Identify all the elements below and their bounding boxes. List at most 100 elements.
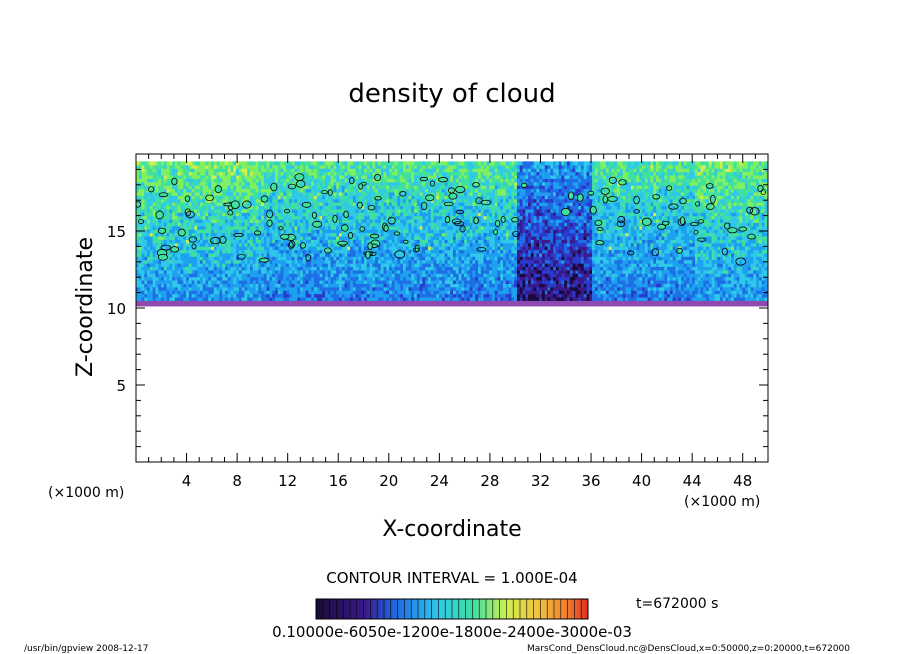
cloud-cell [191,212,195,217]
cloud-cell [211,229,215,234]
cloud-cell [391,178,396,183]
cloud-cell [252,164,257,169]
cloud-cell [425,185,429,190]
cloud-cell [180,164,184,169]
cloud-cell [238,296,243,301]
cloud-cell [144,222,148,227]
cloud-cell [194,164,198,169]
cloud-cell [361,205,365,210]
cloud-cell [355,181,360,186]
cloud-cell [450,266,454,271]
cloud-cell [144,185,148,190]
cloud-cell [458,266,462,271]
cloud-cell [352,256,357,261]
cloud-cell [202,235,207,240]
cloud-cell [288,252,293,257]
cloud-cell [361,222,365,227]
cloud-cell [244,235,248,240]
cloud-cell [325,205,329,210]
cloud-cell [280,239,284,244]
cloud-cell [375,174,379,179]
cloud-cell [250,293,254,298]
cloud-cell [163,164,168,169]
cloud-cell [233,290,237,295]
cloud-cell [372,276,376,281]
cloud-cell [427,232,432,237]
cloud-cell [247,286,251,291]
cloud-cell [469,235,474,240]
cloud-cell [161,273,165,278]
cloud-cell [408,181,412,186]
cloud-cell [291,208,296,213]
cloud-cell [258,164,262,169]
cloud-cell [461,259,465,264]
cloud-cell [453,290,457,295]
cloud-cell [338,208,343,213]
cloud-cell [216,174,221,179]
cloud-cell [149,256,154,261]
cloud-cell [330,276,335,281]
cloud-cell [439,290,443,295]
cloud-cell [261,263,265,268]
cloud-cell [272,178,276,183]
cloud-cell [252,218,257,223]
cloud-cell [277,286,282,291]
cloud-cell [322,283,326,288]
cloud-cell [244,242,248,247]
cloud-cell [366,263,371,268]
cloud-cell [222,205,226,210]
cloud-cell [191,191,195,196]
cloud-cell [461,229,465,234]
cloud-cell [136,235,140,240]
cloud-cell [389,212,393,217]
cloud-cell [469,286,474,291]
cloud-cell [286,279,290,284]
cloud-cell [275,242,279,247]
cloud-cell [197,191,201,196]
cloud-cell [327,225,332,230]
cloud-cell [180,178,184,183]
cloud-cell [161,232,165,237]
cloud-cell [188,191,193,196]
cloud-cell [147,208,151,213]
cloud-cell [372,195,376,200]
cloud-cell [364,225,368,230]
cloud-cell [188,198,193,203]
cloud-cell [272,249,276,254]
cloud-cell [166,256,170,261]
cloud-cell [222,232,226,237]
cloud-cell [408,215,412,220]
cloud-cell [338,266,343,271]
cloud-cell [241,266,246,271]
cloud-cell [466,283,471,288]
cloud-cell [286,263,290,268]
cloud-cell [369,273,373,278]
cloud-cell [352,198,357,203]
cloud-cell [174,188,179,193]
cloud-cell [364,256,368,261]
cloud-cell [441,266,446,271]
cloud-cell [352,286,357,291]
cloud-cell [261,242,265,247]
cloud-cell [194,208,198,213]
cloud-cell [208,293,212,298]
cloud-cell [394,164,398,169]
cloud-cell [411,222,415,227]
cloud-cell [241,212,246,217]
cloud-cell [453,269,457,274]
cloud-cell [269,191,273,196]
cloud-cell [425,235,429,240]
cloud-cell [361,273,365,278]
cloud-cell [361,246,365,251]
cloud-cell [252,290,257,295]
cloud-cell [391,164,396,169]
cloud-cell [380,256,385,261]
cloud-cell [202,222,207,227]
cloud-cell [397,171,401,176]
cloud-cell [330,256,335,261]
cloud-cell [269,283,273,288]
cloud-cell [250,269,254,274]
cloud-cell [422,225,426,230]
cloud-cell [169,290,173,295]
cloud-cell [350,259,354,264]
